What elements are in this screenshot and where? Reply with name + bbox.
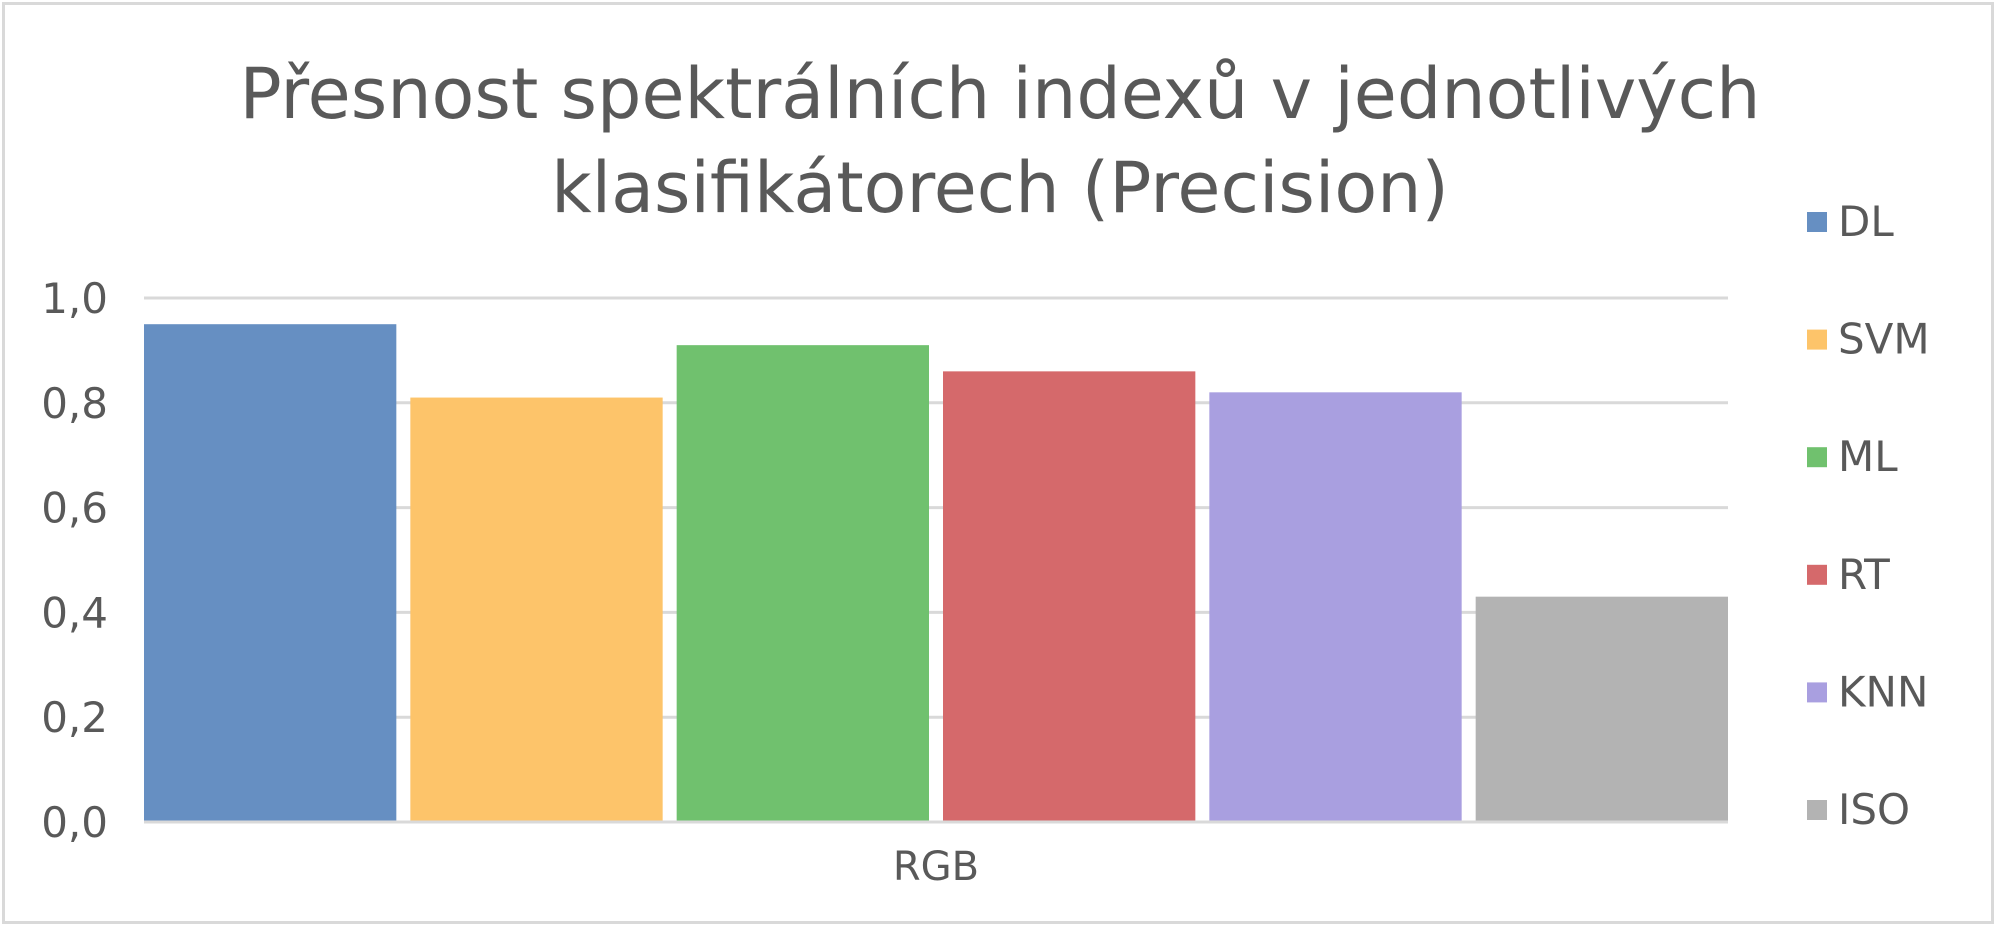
bar-svm [410,397,663,822]
chart-title: Přesnost spektrálních indexů v jednotliv… [239,53,1760,229]
chart-title-line-2: klasifikátorech (Precision) [551,147,1449,229]
bar-dl [144,324,397,822]
bars [144,324,1728,822]
y-tick-label: 0,4 [41,588,108,637]
y-tick-label: 1,0 [41,274,108,323]
legend-label: KNN [1838,667,1928,716]
legend: DL SVM ML RT KNN ISO [1807,197,1930,834]
gridlines [144,296,1728,719]
legend-swatch [1807,329,1827,350]
y-tick-label: 0,2 [41,693,108,742]
legend-swatch [1807,212,1827,232]
y-tick-label: 0,6 [41,484,108,533]
legend-item-ml: ML [1807,432,1898,481]
legend-label: RT [1838,550,1890,599]
x-axis: RGB [144,820,1728,890]
legend-item-rt: RT [1807,550,1890,599]
legend-swatch [1807,447,1827,468]
legend-label: ML [1838,432,1898,481]
legend-label: ISO [1838,785,1910,834]
chart-title-line-1: Přesnost spektrálních indexů v jednotliv… [239,53,1760,135]
legend-swatch [1807,800,1827,820]
y-tick-label: 0,8 [41,379,108,428]
bar-knn [1209,392,1462,822]
x-category-label: RGB [893,844,979,890]
bar-rt [943,371,1196,822]
y-axis-tick-labels: 0,0 0,2 0,4 0,6 0,8 1,0 [41,274,108,847]
legend-swatch [1807,564,1827,585]
legend-label: SVM [1838,315,1930,364]
bar-ml [676,345,929,822]
legend-label: DL [1838,197,1894,246]
legend-item-svm: SVM [1807,315,1930,364]
y-tick-label: 0,0 [41,798,108,847]
legend-item-knn: KNN [1807,667,1928,716]
legend-swatch [1807,682,1827,703]
legend-item-iso: ISO [1807,785,1910,834]
bar-iso [1475,596,1728,822]
legend-item-dl: DL [1807,197,1894,246]
